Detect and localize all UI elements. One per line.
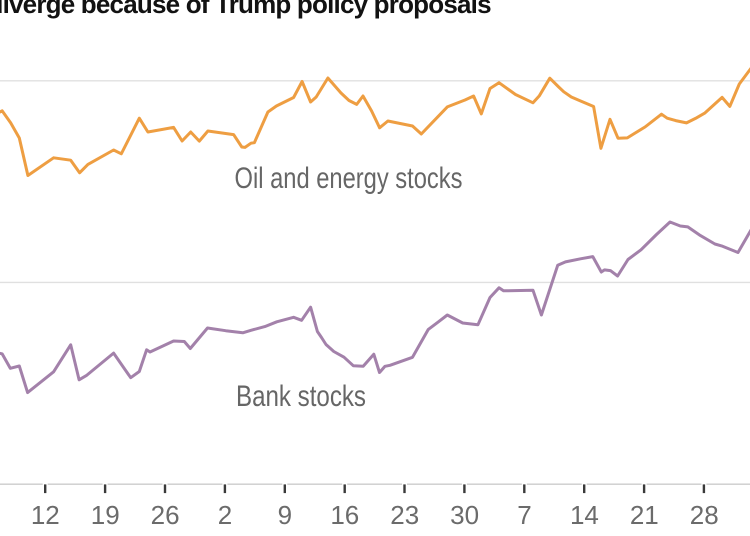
- svg-text:14: 14: [570, 500, 599, 530]
- svg-text:28: 28: [690, 500, 719, 530]
- svg-text:30: 30: [450, 500, 479, 530]
- svg-text:diverge because of Trump polic: diverge because of Trump policy proposal…: [0, 0, 491, 19]
- svg-text:9: 9: [278, 500, 292, 530]
- svg-text:12: 12: [31, 500, 60, 530]
- svg-text:21: 21: [630, 500, 659, 530]
- svg-text:26: 26: [151, 500, 180, 530]
- svg-text:7: 7: [517, 500, 531, 530]
- svg-text:23: 23: [390, 500, 419, 530]
- svg-text:19: 19: [91, 500, 120, 530]
- svg-text:2: 2: [218, 500, 232, 530]
- svg-text:Oil and energy stocks: Oil and energy stocks: [235, 162, 463, 195]
- svg-text:Bank stocks: Bank stocks: [236, 380, 366, 413]
- svg-text:16: 16: [330, 500, 359, 530]
